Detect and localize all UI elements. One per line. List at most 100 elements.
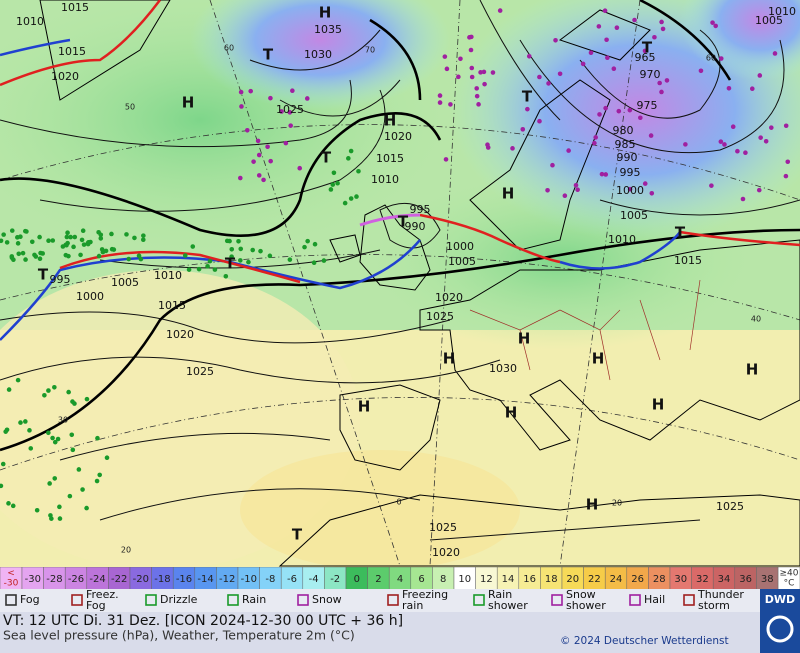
weather-symbol xyxy=(95,435,100,441)
scale-high-unit: °C xyxy=(784,579,795,589)
weather-symbol xyxy=(37,256,43,261)
weather-symbol xyxy=(96,253,102,259)
scale-label: 14 xyxy=(502,574,515,585)
weather-symbol xyxy=(267,253,273,259)
weather-symbol xyxy=(50,435,55,441)
weather-symbol xyxy=(652,34,657,40)
dwd-logo: DWD xyxy=(765,593,795,606)
scale-label: 2 xyxy=(375,574,381,585)
graticule xyxy=(0,0,800,567)
weather-symbol xyxy=(28,446,34,451)
weather-symbol xyxy=(437,93,443,98)
isobar-label: 995 xyxy=(50,273,71,286)
weather-symbol xyxy=(37,234,42,240)
weather-symbol xyxy=(312,241,318,247)
weather-symbol xyxy=(52,476,58,481)
weather-symbol xyxy=(47,481,52,486)
description: Sea level pressure (hPa), Weather, Tempe… xyxy=(3,628,355,643)
weather-symbol xyxy=(42,392,47,398)
weather-symbol xyxy=(67,493,73,499)
weather-symbol xyxy=(632,17,637,23)
weather-map: 1010 1015 1015 1020 1035 1030 1025 1020 1015 1010… xyxy=(0,0,800,567)
scale-high-sign: ≥40 xyxy=(780,569,799,579)
weather-symbol xyxy=(474,86,480,91)
pressure-center: T xyxy=(675,224,686,242)
scale-label: 4 xyxy=(397,574,403,585)
isobar-label: 1005 xyxy=(448,255,476,268)
weather-symbol xyxy=(94,478,100,484)
pressure-center: T xyxy=(292,526,303,544)
isobar-label: 1020 xyxy=(432,546,460,559)
weather-symbol xyxy=(305,238,310,244)
weather-symbol xyxy=(126,256,132,262)
weather-symbol xyxy=(11,257,16,263)
weather-symbol xyxy=(713,23,718,29)
weather-symbol xyxy=(98,232,104,238)
weather-symbol xyxy=(354,194,359,199)
isobar-label: 1015 xyxy=(376,152,404,165)
weather-symbol xyxy=(573,182,579,188)
legend-icon xyxy=(629,594,641,606)
weather-symbol xyxy=(52,384,57,390)
weather-symbol xyxy=(768,125,774,130)
weather-symbol xyxy=(279,109,284,114)
weather-symbol xyxy=(109,246,115,252)
weather-symbol xyxy=(258,248,263,254)
weather-symbol xyxy=(311,260,317,266)
weather-symbol xyxy=(580,61,586,67)
weather-symbol xyxy=(648,133,654,138)
weather-symbol xyxy=(485,142,490,147)
weather-symbol xyxy=(65,230,70,236)
pressure-center: T xyxy=(38,266,49,284)
coastline xyxy=(39,0,800,567)
pressure-center: H xyxy=(586,496,599,514)
pressure-center: T xyxy=(263,46,274,64)
weather-symbol xyxy=(588,50,594,56)
weather-symbol xyxy=(468,47,474,53)
weather-symbol xyxy=(52,439,58,445)
isobar-label: 1010 xyxy=(608,233,636,246)
weather-symbol xyxy=(268,158,273,164)
weather-symbol xyxy=(330,182,336,187)
weather-symbol xyxy=(78,252,83,258)
legend-label: Fog xyxy=(20,593,40,606)
weather-symbol xyxy=(592,140,597,146)
weather-symbol xyxy=(238,89,244,95)
weather-symbol xyxy=(749,86,755,91)
temperature-label: 20 xyxy=(121,546,131,555)
weather-symbol xyxy=(18,420,23,425)
weather-symbol xyxy=(458,56,463,62)
weather-symbol xyxy=(55,436,61,442)
weather-symbol xyxy=(80,228,86,234)
weather-symbol xyxy=(709,183,714,188)
weather-symbol xyxy=(227,238,232,244)
weather-symbol xyxy=(66,389,71,395)
weather-symbol xyxy=(71,244,76,250)
weather-symbol xyxy=(287,110,293,115)
weather-symbol xyxy=(605,55,610,61)
pressure-center: H xyxy=(505,404,518,422)
isobar-label: 995 xyxy=(410,203,431,216)
isobar-label: 1035 xyxy=(314,23,342,36)
map-labels: 1010 1015 1015 1020 1035 1030 1025 1020 1015 1010… xyxy=(16,1,796,559)
isobar-label: 975 xyxy=(637,99,658,112)
legend-items: Fog Freez. Fog Drizzle Rain Snow Freezing rain R… xyxy=(5,589,744,612)
weather-symbol xyxy=(722,142,727,147)
isobar-label: 1000 xyxy=(616,184,644,197)
weather-symbol xyxy=(79,237,85,243)
legend-label: Drizzle xyxy=(160,593,198,606)
weather-symbol xyxy=(239,104,244,109)
weather-symbol xyxy=(6,501,11,506)
weather-symbol xyxy=(290,88,295,93)
pressure-center: H xyxy=(384,112,397,130)
weather-symbol xyxy=(207,258,213,264)
isobar-label: 995 xyxy=(620,166,641,179)
weather-symbol xyxy=(57,516,63,521)
pressure-center: T xyxy=(321,149,332,167)
weather-symbol xyxy=(683,142,688,147)
isobar-label: 1005 xyxy=(620,209,648,222)
weather-symbol xyxy=(141,233,146,238)
weather-symbol xyxy=(248,88,253,94)
weather-symbol xyxy=(85,241,91,247)
scale-label: 34 xyxy=(718,574,731,585)
